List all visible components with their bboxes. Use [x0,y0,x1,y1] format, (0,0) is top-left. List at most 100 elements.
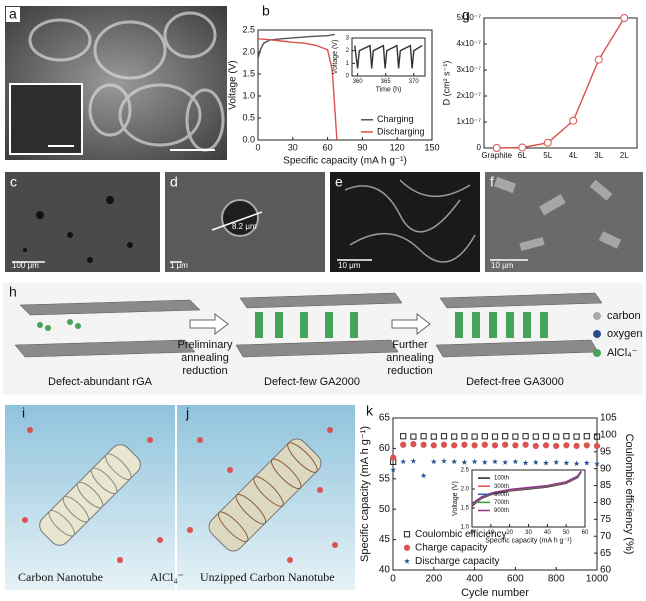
series-line [257,38,338,141]
marker [543,138,552,147]
y2-axis-label: Coulombic efficiency (%) [623,434,635,555]
panel-label: d [170,174,178,190]
measure-label: 8.2 μm [232,222,257,231]
marker [410,441,417,448]
ions [22,427,338,563]
marker [451,458,458,465]
pore [221,199,259,237]
legend-text: Discharging [377,126,425,136]
marker [563,433,570,440]
y2-tick-label: 80 [600,497,612,508]
marker [491,433,499,440]
panel-label: c [10,174,17,190]
y-tick-label: 0 [346,74,350,80]
legend-text: 500th [494,492,509,498]
y-axis-label: Voltage (V) [452,481,459,516]
y2-tick-label: 60 [600,565,612,576]
x-axis-label: Specific capacity (mA h g⁻¹) [283,155,407,166]
step-text: Further [392,339,428,351]
y-tick-label: 1.5 [242,68,255,78]
marker [594,460,600,467]
x-tick-label: 150 [424,142,439,152]
y-tick-label: 1 [346,61,350,67]
flake-texture [493,176,622,251]
x-tick-label: 20 [506,530,513,536]
nanotube [39,444,141,546]
marker [420,472,427,479]
step-text: Preliminary [177,339,233,351]
x-tick-label: 3L [594,151,603,160]
marker [522,433,529,440]
marker [461,441,468,448]
marker [481,459,488,465]
plot-frame [351,37,426,77]
y-tick-label: 2.0 [242,46,255,56]
marker [522,441,529,448]
marker [502,441,509,448]
marker [553,459,560,465]
y-tick-label: 3 [346,36,350,42]
x-tick-label: Graphite [481,151,512,160]
panel-label: j [185,405,189,421]
sem-image [5,172,160,272]
marker [620,14,629,22]
foam-texture [28,11,225,152]
panel-label: e [335,174,343,190]
x-tick-label: 10 [487,530,494,536]
legend-text: Coulombic efficiency [415,529,507,540]
y-tick-label: 1.0 [461,525,470,531]
x-tick-label: 400 [466,574,483,585]
scale-bar-label: 100 μm [12,261,39,270]
pores [23,196,133,263]
series-line [257,33,335,59]
marker [461,433,468,440]
scale-bar-label: 10 μm [338,261,361,270]
y-tick-label: 60 [379,443,391,454]
y2-tick-label: 85 [600,480,612,491]
y2-tick-label: 100 [600,430,617,441]
marker [403,531,411,538]
legend-icon [593,312,601,320]
panel-label: f [490,174,494,190]
series-line [496,17,625,149]
marker [583,442,590,449]
panel-label: k [366,403,374,419]
y-axis-label: D (cm² s⁻¹) [442,61,452,106]
panel-label: g [462,7,470,23]
marker [512,433,519,440]
marker [553,442,560,450]
sheet-texture [344,179,476,263]
x-tick-label: 370 [409,79,420,85]
y2-tick-label: 65 [600,548,612,559]
marker [543,459,549,466]
marker [502,459,509,465]
unzipped-nanotube [208,438,322,552]
x-tick-label: 50 [563,530,570,536]
marker [430,433,437,440]
step-text: annealing [386,352,434,364]
marker [563,459,570,466]
marker [420,433,427,440]
panel-label: a [9,6,17,22]
marker [430,442,437,449]
state-label: Defect-free GA3000 [466,376,564,388]
y-tick-label: 40 [379,565,391,576]
legend-text: 900th [494,508,509,514]
x-tick-label: 90 [357,142,367,152]
marker [553,433,560,440]
x-axis-label: Time (h) [376,87,402,94]
measure-line [211,211,263,231]
y2-tick-label: 75 [600,514,612,525]
state-label: Defect-few GA2000 [264,376,360,388]
y2-tick-label: 90 [600,463,612,474]
marker [593,442,601,450]
y-tick-label: 2.5 [461,468,470,474]
panel-label: b [262,3,270,19]
y2-tick-label: 70 [600,531,612,542]
marker [390,454,397,461]
legend-text: 700th [494,500,509,506]
marker [594,55,603,64]
x-axis-label: Specific capacity (mA h g⁻¹) [485,538,572,545]
marker [410,433,417,440]
x-tick-label: 120 [390,142,405,152]
